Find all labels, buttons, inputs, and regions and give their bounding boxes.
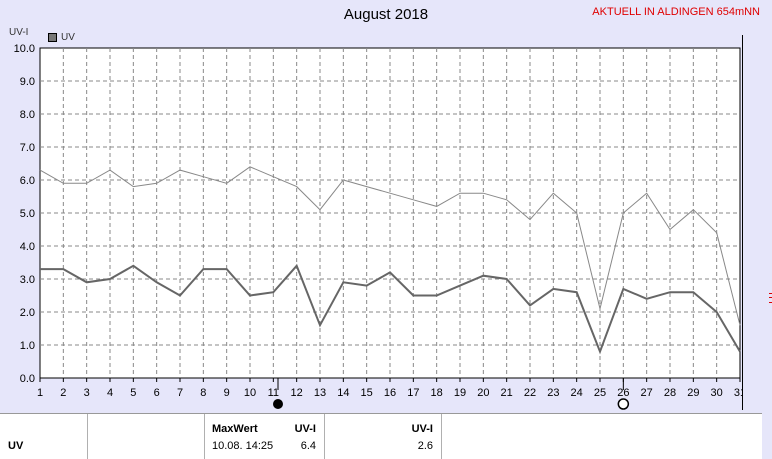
uvi-header: UV-I	[411, 423, 433, 435]
x-tick-label: 17	[407, 387, 419, 399]
x-tick-label: 26	[617, 387, 629, 399]
y-tick-label: 5.0	[20, 208, 35, 220]
x-tick-label: 21	[501, 387, 513, 399]
station-label: AKTUELL IN ALDINGEN 654mNN	[592, 6, 760, 18]
x-tick-label: 2	[60, 387, 66, 399]
x-tick-label: 16	[384, 387, 396, 399]
x-tick-label: 9	[224, 387, 230, 399]
new-moon-icon	[273, 399, 283, 409]
x-tick-label: 20	[477, 387, 489, 399]
chart-title: August 2018	[343, 6, 429, 23]
max-label: MaxWert	[212, 423, 258, 435]
x-tick-label: 12	[291, 387, 303, 399]
y-tick-label: 1.0	[20, 340, 35, 352]
y-tick-label: 2.0	[20, 307, 35, 319]
row-label-cell: UV	[0, 414, 88, 459]
x-tick-label: 23	[547, 387, 559, 399]
y-tick-label: 7.0	[20, 142, 35, 154]
side-marker	[769, 293, 772, 294]
y-tick-label: 0.0	[20, 373, 35, 385]
y-tick-label: 8.0	[20, 109, 35, 121]
y-tick-label: 9.0	[20, 76, 35, 88]
x-tick-label: 27	[641, 387, 653, 399]
side-marker	[769, 302, 772, 303]
max-datetime: 10.08. 14:25	[212, 440, 274, 452]
x-tick-label: 1	[37, 387, 43, 399]
uvi-header: UV-I	[294, 423, 316, 435]
series-uv-line	[40, 263, 741, 355]
y-tick-label: 4.0	[20, 241, 35, 253]
max-cell: MaxWert UV-I 10.08. 14:25 6.4	[205, 414, 325, 459]
x-tick-label: 10	[244, 387, 256, 399]
legend-label: UV	[61, 32, 75, 43]
legend: UV	[48, 32, 75, 43]
y-axis-unit-label: UV-I	[9, 27, 29, 38]
x-tick-label: 6	[154, 387, 160, 399]
x-tick-label: 3	[84, 387, 90, 399]
row-label: UV	[8, 440, 24, 452]
x-tick-label: 18	[431, 387, 443, 399]
full-moon-icon	[617, 398, 630, 410]
x-tick-label: 4	[107, 387, 113, 399]
x-tick-label: 29	[687, 387, 699, 399]
side-marker	[769, 297, 772, 298]
avg-cell: UV-I 2.6	[325, 414, 442, 459]
x-tick-label: 19	[454, 387, 466, 399]
x-tick-label: 8	[200, 387, 206, 399]
spacer-cell	[88, 414, 205, 459]
x-tick-label: 7	[177, 387, 183, 399]
y-tick-label: 3.0	[20, 274, 35, 286]
uv-line-chart: 0.01.02.03.04.05.06.07.08.09.010.01 2 3 4 5 6…	[14, 43, 742, 410]
x-tick-label: 15	[361, 387, 373, 399]
max-value: 6.4	[300, 440, 316, 452]
summary-table: UV MaxWert UV-I 10.08. 14:25 6.4 UV-I 2.…	[0, 413, 762, 459]
y-tick-label: 10.0	[14, 43, 35, 55]
x-tick-label: 25	[594, 387, 606, 399]
series-max-line	[39, 166, 741, 326]
legend-swatch	[48, 33, 57, 42]
x-tick-label: 28	[664, 387, 676, 399]
x-tick-label: 11	[268, 387, 279, 399]
y-tick-label: 6.0	[20, 175, 35, 187]
avg-value: 2.6	[417, 440, 433, 452]
x-tick-label: 30	[711, 387, 723, 399]
x-tick-label: 14	[337, 387, 349, 399]
x-tick-label: 5	[130, 387, 136, 399]
x-tick-label: 31	[734, 387, 742, 399]
x-tick-label: 22	[524, 387, 536, 399]
side-scale-bar	[742, 35, 772, 410]
x-tick-label: 13	[314, 387, 326, 399]
x-tick-label: 24	[571, 387, 583, 399]
